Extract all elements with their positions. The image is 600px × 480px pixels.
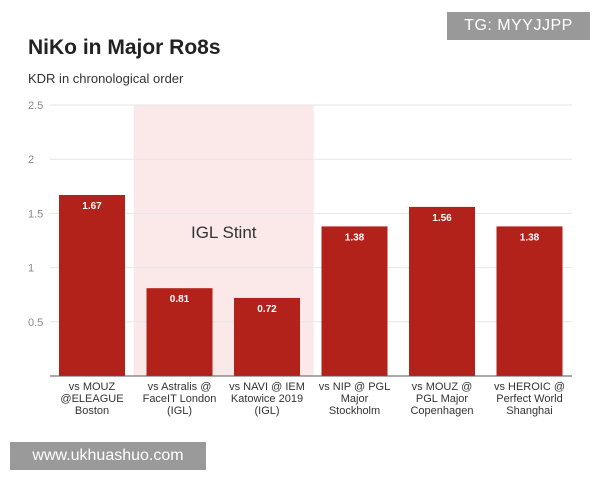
y-tick-label: 2.5 <box>28 100 43 112</box>
x-category-label: (IGL) <box>254 405 279 417</box>
bar <box>59 194 125 376</box>
y-tick-label: 0.5 <box>28 317 43 329</box>
x-category-label: vs NAVI @ IEM <box>229 381 305 393</box>
x-category-label: Stockholm <box>329 405 380 417</box>
x-category-label: (IGL) <box>167 405 192 417</box>
x-category-label: Perfect World <box>496 393 562 405</box>
bar <box>321 226 388 376</box>
x-category-label: Copenhagen <box>410 405 473 417</box>
watermark-top: TG: MYYJJPP <box>447 12 590 40</box>
bar <box>496 226 563 376</box>
bar-value-label: 0.81 <box>170 294 190 305</box>
bar <box>146 288 213 376</box>
bar <box>234 297 300 376</box>
bar <box>409 206 475 376</box>
bar-value-label: 1.38 <box>345 232 365 243</box>
chart-subtitle: KDR in chronological order <box>28 71 184 86</box>
x-category-label: vs HEROIC @ <box>494 381 565 393</box>
x-category-label: Major <box>341 393 369 405</box>
bar-value-label: 1.56 <box>432 213 452 224</box>
y-tick-label: 1.5 <box>28 208 43 220</box>
bar-value-label: 1.67 <box>82 201 102 212</box>
chart-title: NiKo in Major Ro8s <box>28 36 221 59</box>
x-category-label: Boston <box>75 405 109 417</box>
bar-value-label: 0.72 <box>257 304 277 315</box>
x-category-label: PGL Major <box>416 393 469 405</box>
x-category-label: vs NIP @ PGL <box>319 381 390 393</box>
igl-stint-label: IGL Stint <box>191 223 257 242</box>
y-tick-label: 1 <box>28 263 34 275</box>
bar-value-label: 1.38 <box>520 232 540 243</box>
x-category-label: vs MOUZ @ <box>412 381 473 393</box>
x-category-label: @ELEAGUE <box>60 393 123 405</box>
x-category-label: vs MOUZ <box>69 381 116 393</box>
y-tick-label: 2 <box>28 154 34 166</box>
x-category-label: FaceIT London <box>143 393 217 405</box>
watermark-bottom: www.ukhuashuo.com <box>10 442 206 470</box>
x-category-label: Katowice 2019 <box>231 393 303 405</box>
x-category-label: vs Astralis @ <box>148 381 212 393</box>
x-category-label: Shanghai <box>506 405 553 417</box>
